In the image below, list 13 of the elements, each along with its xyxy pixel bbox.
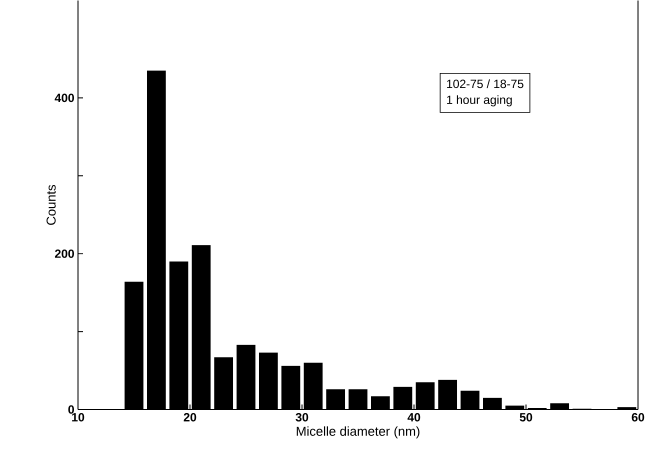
y-tick-label: 0 — [68, 406, 74, 414]
y-tick-label: 200 — [54, 250, 74, 258]
x-tick-label: 10 — [72, 413, 84, 422]
x-axis-title: Micelle diameter (nm) — [296, 426, 420, 439]
annotation: 1 hour aging — [447, 96, 512, 107]
x-tick-label: 60 — [632, 413, 644, 422]
y-axis-title: Counts — [46, 185, 56, 226]
x-tick-label: 50 — [520, 413, 532, 422]
annotation: 102-75 / 18-75 — [447, 80, 524, 88]
y-tick-label: 400 — [54, 94, 74, 102]
x-tick-label: 40 — [408, 413, 420, 422]
x-tick-label: 20 — [184, 413, 196, 422]
x-tick-label: 30 — [296, 413, 308, 422]
